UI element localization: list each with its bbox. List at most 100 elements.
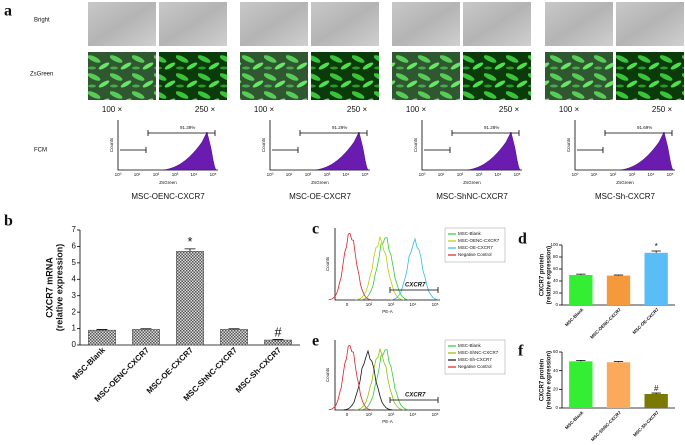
- y-tick-label: 60: [553, 266, 559, 271]
- x-tick-label: 10³: [388, 302, 395, 307]
- panel-label: e: [312, 333, 319, 350]
- x-tick-label: MSC-Blank: [564, 410, 585, 431]
- magnification: 100 ×: [254, 105, 275, 114]
- legend-label: MSC-OENC-CXCR7: [458, 238, 500, 243]
- histogram-curve: [343, 349, 393, 411]
- y-tick-label: 40: [553, 368, 559, 373]
- bright-image: [392, 2, 460, 46]
- x-tick-label: 10⁰: [572, 172, 579, 177]
- error-bar: [184, 248, 196, 252]
- y-tick-label: 0: [555, 405, 558, 410]
- x-axis-label: ZsGreen: [159, 180, 177, 185]
- histogram-curve: [390, 237, 440, 301]
- x-tick-label: 10¹: [438, 172, 445, 177]
- significance-mark: *: [655, 242, 658, 251]
- x-tick-label: 10⁵: [514, 172, 521, 177]
- y-axis-label: CXCR7 protein: [540, 254, 546, 297]
- gate: [389, 397, 439, 403]
- group-name: MSC-ShNC-CXCR7: [436, 192, 508, 201]
- magnification: 250 ×: [195, 105, 216, 114]
- x-tick-label: MSC-OE-CXCR7: [632, 307, 660, 335]
- y-tick-label: 3: [72, 291, 77, 300]
- magnification: 250 ×: [347, 105, 368, 114]
- x-axis-label: ZsGreen: [616, 180, 634, 185]
- y-tick-label: 7: [72, 225, 77, 234]
- y-axis-label: (relative expression): [54, 244, 64, 332]
- x-tick-label: MSC-OE-CXCR7: [145, 345, 195, 395]
- legend-label: MSC-Blank: [458, 343, 482, 348]
- x-tick-label: MSC-Blank: [564, 307, 585, 328]
- x-tick-label: 10²: [610, 172, 617, 177]
- y-axis-label: CXCR7 mRNA: [44, 257, 54, 318]
- y-tick-label: 100: [550, 242, 558, 247]
- gate: [451, 130, 520, 136]
- error-bar: [613, 274, 624, 276]
- x-tick-label: 10⁵: [362, 172, 369, 177]
- x-tick-label: 10⁵: [667, 172, 674, 177]
- bar: [264, 339, 292, 346]
- gate: [577, 147, 604, 153]
- gate: [424, 147, 451, 153]
- zsgreen-image: [311, 52, 379, 100]
- y-axis-label: Counts: [325, 367, 330, 382]
- histogram-curve: [328, 232, 372, 301]
- histogram: [466, 131, 522, 171]
- x-tick-label: 10⁰: [267, 172, 274, 177]
- x-axis-label: PE-A: [382, 419, 393, 424]
- bar: [606, 275, 631, 305]
- x-tick-label: 10³: [324, 172, 331, 177]
- panel-label: f: [518, 343, 524, 360]
- zsgreen-image: [159, 52, 227, 100]
- x-tick-label: 10⁴: [410, 412, 417, 417]
- bright-image: [88, 2, 156, 46]
- x-tick-label: 10⁴: [343, 172, 350, 177]
- zsgreen-image: [88, 52, 156, 100]
- group-name: MSC-OENC-CXCR7: [131, 192, 205, 201]
- y-tick-label: 5: [72, 258, 77, 267]
- x-tick-label: 10³: [629, 172, 636, 177]
- error-bar: [140, 328, 152, 330]
- y-axis-label: Counts: [325, 256, 330, 271]
- x-tick-label: 10³: [476, 172, 483, 177]
- histogram-curve: [355, 347, 405, 411]
- row-label: ZsGreen: [30, 72, 53, 78]
- y-tick-label: 1: [72, 324, 77, 333]
- y-tick-label: 60: [553, 349, 559, 354]
- x-tick-label: 10²: [305, 172, 312, 177]
- error-bar: [576, 360, 586, 362]
- x-tick-label: MSC-Sh-CXCR7: [234, 345, 283, 394]
- histogram-curve: [360, 237, 410, 301]
- y-tick-label: 0: [72, 340, 77, 349]
- bar: [88, 329, 116, 346]
- y-tick-label: 80: [553, 254, 559, 259]
- gate: [272, 147, 299, 153]
- group-name: MSC-OE-CXCR7: [289, 192, 351, 201]
- y-tick-label: 4: [72, 274, 77, 283]
- bar: [569, 361, 593, 408]
- significance-mark: #: [274, 325, 282, 340]
- x-tick-label: 10⁵: [432, 412, 439, 417]
- x-axis-label: ZsGreen: [463, 180, 481, 185]
- y-axis-label: (relative expression): [547, 351, 553, 409]
- error-bar: [576, 273, 586, 275]
- x-tick-label: 10⁵: [210, 172, 217, 177]
- bright-image: [463, 2, 531, 46]
- error-bar: [651, 250, 661, 253]
- panel-label: a: [4, 3, 12, 20]
- y-axis-label: Counts: [413, 137, 418, 152]
- x-tick-label: 10²: [457, 172, 464, 177]
- gate: [120, 147, 147, 153]
- x-tick-label: 10⁰: [419, 172, 426, 177]
- y-axis-label: (relative expression): [547, 246, 553, 304]
- bright-image: [545, 2, 613, 46]
- y-axis-label: Counts: [566, 137, 571, 152]
- significance-mark: #: [654, 384, 659, 393]
- legend-label: MSC-Sh-CXCR7: [458, 357, 492, 362]
- bar: [176, 251, 204, 346]
- bar: [132, 329, 160, 346]
- magnification: 250 ×: [499, 105, 520, 114]
- x-tick-label: 10²: [366, 302, 373, 307]
- x-axis-label: PE-A: [382, 309, 393, 314]
- error-bar: [228, 328, 240, 330]
- legend-label: Negative Control: [458, 364, 492, 369]
